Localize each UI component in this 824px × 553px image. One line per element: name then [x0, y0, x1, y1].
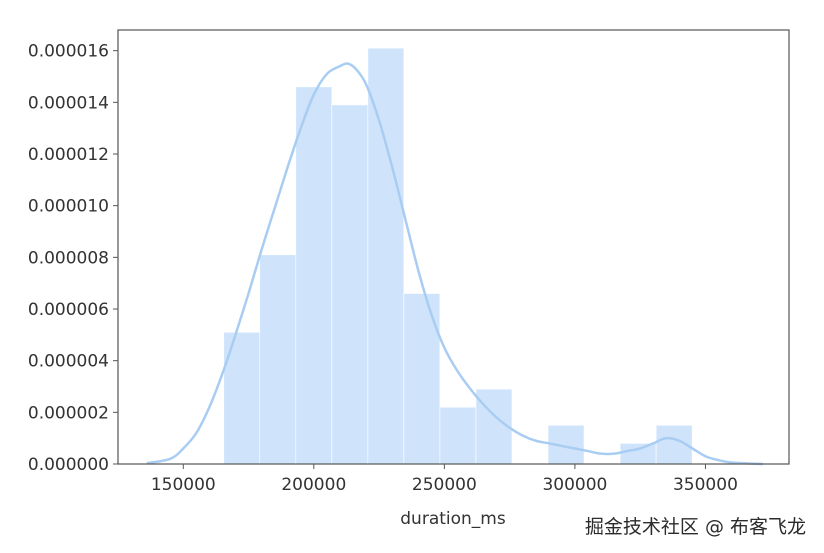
x-tick-label: 200000 [281, 475, 346, 495]
x-axis-title: duration_ms [400, 509, 506, 529]
kde-curve [146, 62, 763, 466]
watermark: 掘金技术社区 @ 布客飞龙 [584, 516, 806, 538]
y-tick-label: 0.000014 [28, 93, 109, 113]
plot-frame [117, 29, 790, 465]
y-tick-label: 0.000006 [28, 300, 109, 320]
y-tick-label: 0.000008 [28, 248, 109, 268]
x-tick-label: 300000 [542, 475, 607, 495]
x-tick-label: 350000 [673, 475, 738, 495]
histogram-bar [403, 293, 441, 465]
y-tick-label: 0.000012 [28, 145, 109, 165]
y-tick-label: 0.000004 [28, 352, 109, 372]
histogram-bar [259, 254, 297, 465]
histogram-bar [295, 86, 333, 465]
histogram-bar [331, 104, 369, 465]
y-axis-ticks: 0.000000 0.000002 0.000004 0.000006 0.000008… [28, 42, 118, 475]
histogram-bar [439, 406, 477, 465]
x-tick-label: 250000 [412, 475, 477, 495]
histogram-bar [619, 443, 657, 465]
y-tick-label: 0.000002 [28, 403, 109, 423]
y-tick-label: 0.000016 [28, 42, 109, 62]
y-tick-label: 0.000010 [28, 197, 109, 217]
x-tick-label: 150000 [151, 475, 216, 495]
histogram-bar [367, 47, 405, 465]
x-axis-ticks: 150000 200000 250000 300000 350000 [151, 464, 738, 495]
histogram-bars [223, 47, 693, 465]
y-tick-label: 0.000000 [28, 455, 109, 475]
